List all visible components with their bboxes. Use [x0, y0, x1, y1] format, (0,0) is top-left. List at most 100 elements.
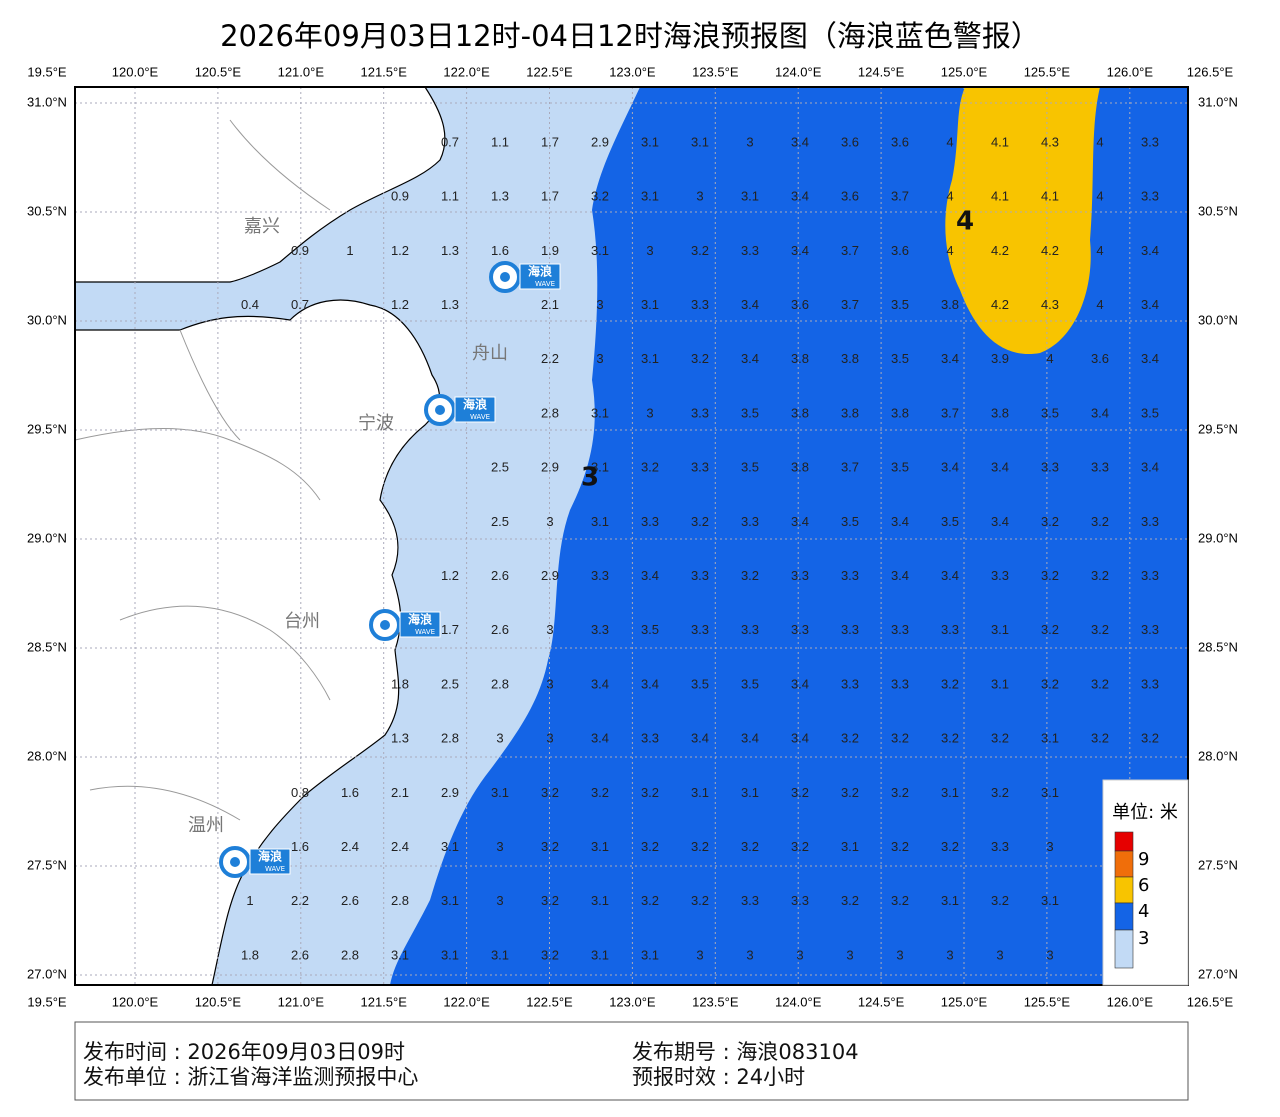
wave-height: 2.1 — [391, 785, 409, 800]
lon-label: 121.0°E — [278, 64, 325, 79]
lat-label: 27.5°N — [27, 857, 67, 872]
lon-label: 120.0°E — [112, 994, 159, 1009]
wave-height: 2.9 — [541, 568, 559, 583]
wave-height: 1.2 — [441, 568, 459, 583]
icon-swirl — [230, 857, 240, 867]
wave-height: 3.2 — [741, 839, 759, 854]
wave-height: 3 — [646, 243, 653, 258]
wave-height: 2.9 — [441, 785, 459, 800]
city-label: 嘉兴 — [244, 216, 280, 237]
wave-height: 3.1 — [741, 785, 759, 800]
icon-swirl — [500, 272, 510, 282]
wave-height: 3 — [1046, 947, 1053, 962]
wave-height: 3.3 — [891, 622, 909, 637]
wave-height: 3.6 — [791, 297, 809, 312]
wave-height: 0.7 — [291, 297, 309, 312]
wave-height: 3 — [546, 622, 553, 637]
wave-height: 1 — [346, 243, 353, 258]
city-label: 温州 — [188, 815, 224, 836]
legend-swatch — [1114, 850, 1134, 878]
wave-height: 3.5 — [741, 405, 759, 420]
wave-height: 3.5 — [941, 514, 959, 529]
wave-height: 3.2 — [641, 785, 659, 800]
legend-title: 单位: 米 — [1112, 802, 1178, 823]
frame — [74, 86, 1189, 986]
wave-height: 4.1 — [1041, 189, 1059, 204]
wave-height: 2.5 — [441, 676, 459, 691]
wave-height: 3.2 — [791, 785, 809, 800]
wave-height: 3.5 — [741, 460, 759, 475]
wave-height: 0.8 — [291, 785, 309, 800]
legend: 单位: 米 9 6 4 3 — [1102, 779, 1189, 986]
wave-height: 3.2 — [691, 839, 709, 854]
lat-label: 30.5°N — [1198, 203, 1238, 218]
wave-height: 3.2 — [791, 839, 809, 854]
wave-height: 3.4 — [791, 243, 809, 258]
wave-height: 3.5 — [891, 297, 909, 312]
wave-height: 3.2 — [891, 785, 909, 800]
wave-height: 3 — [496, 839, 503, 854]
legend-level: 6 — [1138, 875, 1149, 896]
wave-height: 4 — [1096, 189, 1103, 204]
wave-height: 2.8 — [541, 405, 559, 420]
wave-height: 3.1 — [591, 460, 609, 475]
wave-height: 3.5 — [1141, 405, 1159, 420]
wave-height: 1.7 — [541, 134, 559, 149]
wave-height: 2.8 — [391, 893, 409, 908]
lat-label: 30.0°N — [1198, 312, 1238, 327]
wave-height: 3.1 — [941, 893, 959, 908]
footer-text: 发布单位 : 浙江省海洋监测预报中心 — [83, 1065, 418, 1089]
graticule — [75, 87, 1188, 985]
wave-height: 3.4 — [941, 460, 959, 475]
wave-height: 3.1 — [641, 189, 659, 204]
lat-label: 30.0°N — [27, 312, 67, 327]
icon-box — [399, 611, 441, 638]
wave-height: 3.4 — [791, 676, 809, 691]
lon-label: 126.0°E — [1107, 994, 1154, 1009]
wave-height: 3.3 — [1091, 460, 1109, 475]
lon-label: 120.5°E — [195, 64, 242, 79]
wave-height: 3 — [696, 947, 703, 962]
wave-height: 3 — [946, 947, 953, 962]
lon-label: 124.5°E — [858, 994, 905, 1009]
value-layer: 0.7 1.1 1.7 2.9 3.1 3.1 3 3.4 3.6 3.6 4 4.1 4.3 4 3.30… — [241, 134, 1159, 962]
wave-height: 3.3 — [741, 622, 759, 637]
wave-height: 3.2 — [1141, 731, 1159, 746]
wave-height: 3.4 — [941, 351, 959, 366]
wave-height: 4 — [1096, 134, 1103, 149]
wave-height: 3.3 — [841, 676, 859, 691]
wave-height: 3.4 — [741, 297, 759, 312]
wave-height: 3.2 — [1041, 676, 1059, 691]
wave-height: 3.4 — [791, 189, 809, 204]
wave-height: 3.1 — [491, 785, 509, 800]
icon-box — [454, 396, 496, 423]
wave-height: 3.1 — [691, 134, 709, 149]
wave-height: 3.3 — [1141, 676, 1159, 691]
wave-height: 3.2 — [1091, 568, 1109, 583]
lon-label: 124.5°E — [858, 64, 905, 79]
wave-height: 3.3 — [691, 297, 709, 312]
title: 2026年09月03日12时-04日12时海浪预报图（海浪蓝色警报） — [220, 19, 1040, 53]
wave-height: 3.2 — [1041, 514, 1059, 529]
province-border — [74, 119, 331, 821]
wave-height: 3.3 — [1141, 568, 1159, 583]
wave-height: 3.2 — [641, 839, 659, 854]
wave-height: 3.9 — [991, 351, 1009, 366]
wave-height: 3.4 — [591, 731, 609, 746]
lon-label: 120.5°E — [195, 994, 242, 1009]
wave-height: 1.8 — [241, 947, 259, 962]
lon-label: 122.5°E — [526, 994, 573, 1009]
wave-height: 0.9 — [291, 243, 309, 258]
wave-height: 3.3 — [691, 622, 709, 637]
wave-height: 3.8 — [891, 405, 909, 420]
wave-height: 1.2 — [391, 297, 409, 312]
icon-swirl — [435, 405, 445, 415]
lat-label: 30.5°N — [27, 203, 67, 218]
city-label: 宁波 — [358, 413, 394, 434]
wave-height: 3.2 — [691, 243, 709, 258]
wave-height: 3 — [496, 893, 503, 908]
wave-height: 3.7 — [841, 460, 859, 475]
wave-height: 3 — [546, 514, 553, 529]
